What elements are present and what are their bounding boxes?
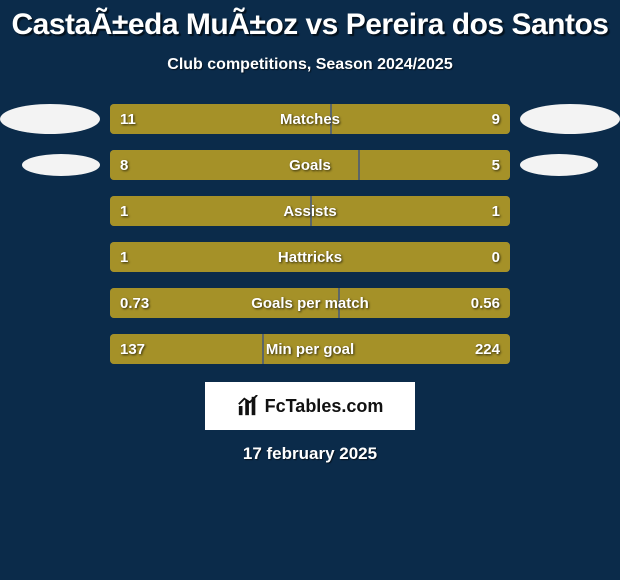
player-avatar-right [520,154,598,176]
brand-text: FcTables.com [265,396,384,417]
stat-metric-label: Matches [110,104,510,134]
stat-row: 10Hattricks [0,242,620,272]
subtitle: Club competitions, Season 2024/2025 [0,56,620,74]
stat-bar: 10Hattricks [110,242,510,272]
stat-metric-label: Hattricks [110,242,510,272]
stat-row: 0.730.56Goals per match [0,288,620,318]
stat-bar: 137224Min per goal [110,334,510,364]
brand-chart-icon [237,395,259,417]
comparison-infographic: CastaÃ±eda MuÃ±oz vs Pereira dos Santos … [0,0,620,580]
stat-row: 85Goals [0,150,620,180]
stat-row: 119Matches [0,104,620,134]
brand-badge: FcTables.com [205,382,415,430]
player-avatar-left [0,104,100,134]
stat-metric-label: Goals per match [110,288,510,318]
stat-metric-label: Assists [110,196,510,226]
stat-bar: 0.730.56Goals per match [110,288,510,318]
stat-metric-label: Goals [110,150,510,180]
stat-bar: 85Goals [110,150,510,180]
player-avatar-right [520,104,620,134]
stats-list: 119Matches 85Goals 11Assists 10Hattricks 0.7… [0,104,620,364]
player-avatar-left [22,154,100,176]
stat-row: 11Assists [0,196,620,226]
stat-bar: 119Matches [110,104,510,134]
page-title: CastaÃ±eda MuÃ±oz vs Pereira dos Santos [0,0,620,42]
stat-row: 137224Min per goal [0,334,620,364]
footer-date: 17 february 2025 [0,444,620,464]
stat-bar: 11Assists [110,196,510,226]
stat-metric-label: Min per goal [110,334,510,364]
